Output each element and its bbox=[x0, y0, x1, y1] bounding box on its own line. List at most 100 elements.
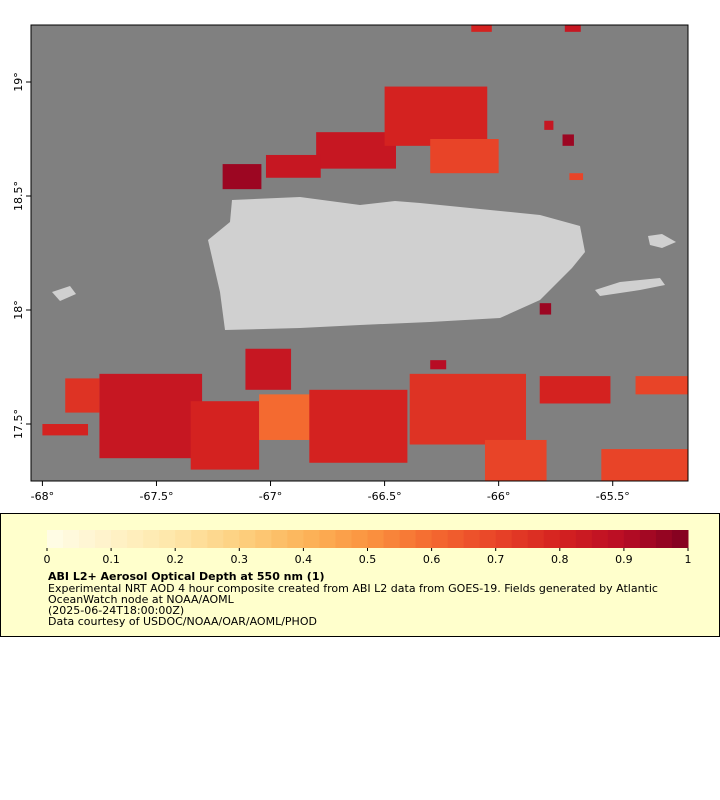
note-line: Data courtesy of USDOC/NOAA/OAR/AOML/PHO… bbox=[48, 615, 317, 628]
colorbar-cell bbox=[319, 530, 336, 548]
colorbar-cell bbox=[335, 530, 352, 548]
x-tick-label: -66° bbox=[487, 490, 510, 503]
y-tick-label: 19° bbox=[12, 72, 25, 92]
colorbar-cell bbox=[79, 530, 96, 548]
colorbar-tick-label: 0.5 bbox=[359, 553, 377, 566]
notes: Experimental NRT AOD 4 hour composite cr… bbox=[48, 582, 658, 628]
aod-patch bbox=[316, 132, 396, 169]
y-tick-label: 18° bbox=[12, 300, 25, 320]
colorbar: 0 0.1 0.2 0.3 0.4 0.5 0.6 0.7 0.8 0.9 1 bbox=[44, 530, 692, 566]
y-tick-label: 17.5° bbox=[12, 409, 25, 439]
legend-title: ABI L2+ Aerosol Optical Depth at 550 nm … bbox=[48, 570, 325, 583]
colorbar-cell bbox=[447, 530, 465, 548]
colorbar-cell bbox=[255, 530, 272, 548]
mona bbox=[52, 286, 76, 301]
colorbar-cell bbox=[479, 530, 497, 548]
colorbar-cell bbox=[607, 530, 625, 548]
colorbar-cell bbox=[559, 530, 577, 548]
colorbar-cell bbox=[495, 530, 513, 548]
colorbar-tick-label: 0 bbox=[44, 553, 51, 566]
aod-patch bbox=[42, 424, 89, 436]
x-tick-label: -66.5° bbox=[368, 490, 402, 503]
colorbar-cell bbox=[351, 530, 368, 548]
colorbar-cell bbox=[415, 530, 433, 548]
colorbar-cell bbox=[63, 530, 80, 548]
puerto-rico bbox=[208, 197, 585, 330]
colorbar-tick-label: 0.1 bbox=[102, 553, 120, 566]
colorbar-cell bbox=[303, 530, 320, 548]
colorbar-cell bbox=[143, 530, 160, 548]
colorbar-cell bbox=[511, 530, 529, 548]
aod-patch bbox=[539, 376, 611, 404]
aod-patch bbox=[259, 394, 312, 440]
aod-patch bbox=[601, 449, 688, 481]
aod-patch bbox=[99, 373, 203, 459]
colorbar-cell bbox=[527, 530, 545, 548]
colorbar-cell bbox=[175, 530, 192, 548]
colorbar-cell bbox=[111, 530, 128, 548]
x-tick-label: -67.5° bbox=[139, 490, 173, 503]
colorbar-cell bbox=[47, 530, 64, 548]
aod-patch bbox=[569, 173, 584, 181]
aod-patch bbox=[539, 303, 552, 315]
aod-patch bbox=[635, 376, 688, 395]
aod-patch bbox=[384, 86, 488, 146]
aod-patch bbox=[309, 389, 408, 463]
culebra bbox=[648, 234, 676, 248]
aod-patch bbox=[430, 360, 447, 370]
colorbar-cell bbox=[655, 530, 673, 548]
colorbar-cell bbox=[431, 530, 449, 548]
note-line: Experimental NRT AOD 4 hour composite cr… bbox=[48, 582, 658, 595]
colorbar-cell bbox=[207, 530, 224, 548]
vieques bbox=[595, 278, 665, 296]
colorbar-cell bbox=[223, 530, 240, 548]
colorbar-tick-label: 0.9 bbox=[615, 553, 633, 566]
data-layer bbox=[42, 25, 688, 481]
colorbar-cell bbox=[191, 530, 208, 548]
y-tick-label: 18.5° bbox=[12, 181, 25, 211]
land bbox=[52, 197, 676, 330]
aod-patch bbox=[484, 439, 547, 481]
plot-frame bbox=[30, 24, 689, 482]
colorbar-cell bbox=[543, 530, 561, 548]
colorbar-cell bbox=[463, 530, 481, 548]
colorbar-cell bbox=[95, 530, 112, 548]
x-tick-label: -65.5° bbox=[596, 490, 630, 503]
x-tick-label: -67° bbox=[259, 490, 282, 503]
colorbar-tick-label: 0.4 bbox=[295, 553, 313, 566]
colorbar-tick-label: 0.7 bbox=[487, 553, 505, 566]
aod-patch bbox=[430, 139, 499, 174]
note-line: OceanWatch node at NOAA/AOML bbox=[48, 593, 235, 606]
colorbar-cell bbox=[239, 530, 256, 548]
aod-patch bbox=[190, 401, 260, 470]
colorbar-cell bbox=[287, 530, 304, 548]
colorbar-cell bbox=[639, 530, 657, 548]
aod-patch bbox=[544, 120, 554, 130]
colorbar-tick-label: 0.2 bbox=[166, 553, 184, 566]
aod-patch bbox=[222, 164, 262, 190]
colorbar-cell bbox=[383, 530, 401, 548]
colorbar-cell bbox=[623, 530, 641, 548]
colorbar-tick-label: 0.3 bbox=[231, 553, 249, 566]
aod-patch bbox=[409, 373, 527, 445]
colorbar-cell bbox=[159, 530, 176, 548]
aod-patch bbox=[245, 348, 292, 390]
note-line: (2025-06-24T18:00:00Z) bbox=[48, 604, 184, 617]
colorbar-tick-label: 0.8 bbox=[551, 553, 569, 566]
colorbar-tick-label: 0.6 bbox=[423, 553, 441, 566]
colorbar-cell bbox=[575, 530, 593, 548]
aod-patch bbox=[471, 25, 492, 32]
colorbar-cell bbox=[127, 530, 144, 548]
aod-patch bbox=[564, 25, 581, 32]
colorbar-cell bbox=[367, 530, 385, 548]
colorbar-cell bbox=[399, 530, 417, 548]
aod-patch bbox=[65, 378, 100, 413]
x-tick-label: -68° bbox=[31, 490, 54, 503]
aod-patch bbox=[562, 134, 574, 146]
aod-patch bbox=[265, 154, 321, 178]
colorbar-cell bbox=[671, 530, 689, 548]
colorbar-cell bbox=[591, 530, 609, 548]
colorbar-cell bbox=[271, 530, 288, 548]
